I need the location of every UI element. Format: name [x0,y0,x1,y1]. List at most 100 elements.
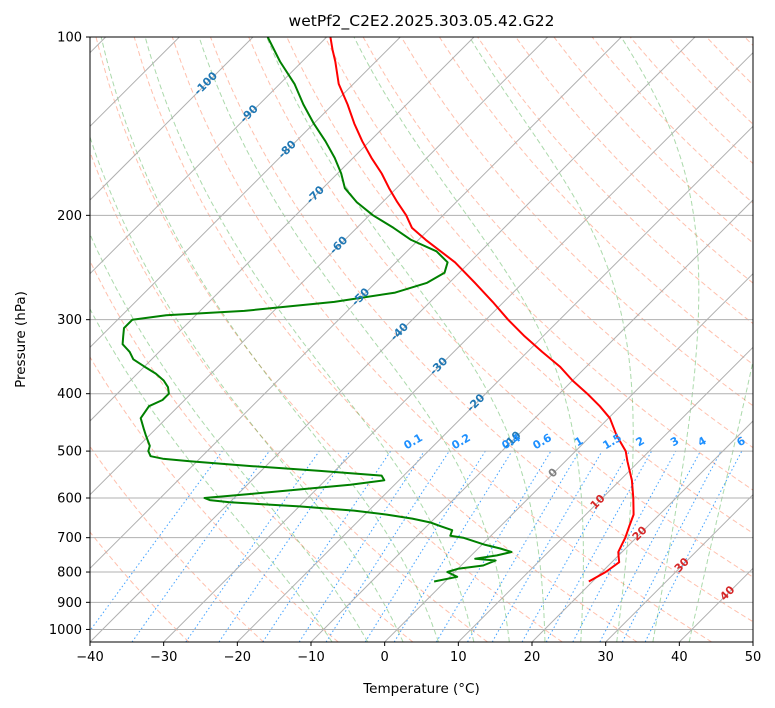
mixing-ratio-label: 0.1 [402,431,425,452]
isotherm-line [457,346,753,642]
mixing-ratio-label: 3 [668,434,681,449]
isotherm-line [90,37,696,642]
isotherm-line [678,567,753,642]
isotherm-line [90,37,622,570]
mixing-ratio-labels: 0.10.20.40.611.52346810131620253036 [402,431,775,452]
mixing-ratio-line [621,450,722,642]
isotherm-line [310,199,753,642]
x-tick-label: 0 [381,650,389,665]
x-tick-label: 50 [745,650,762,665]
isotherms [90,37,753,642]
mixing-ratio-lines [90,450,743,642]
x-axis-label: Temperature (°C) [362,681,480,697]
mixing-ratio-line [218,450,351,642]
y-tick-label: 500 [57,445,82,460]
moist-adiabat-line [90,232,369,642]
dewpoint-line [121,37,513,583]
mixing-ratio-label: 1.5 [600,431,623,452]
y-tick-label: 300 [57,313,82,328]
y-tick-label: 1000 [49,623,82,638]
isotherm-line [90,37,328,275]
x-tick-label: 40 [671,650,688,665]
y-tick-label: 800 [57,566,82,581]
x-tick-label: −10 [297,650,324,665]
x-tick-label: −20 [224,650,251,665]
chart-title: wetPf2_C2E2.2025.303.05.42.G22 [289,12,555,31]
isotherm-label: 40 [717,583,737,603]
isotherm-line [236,125,753,642]
sounding-series [121,37,635,583]
dry-adiabat-line [362,37,753,449]
isotherm-line [90,37,254,201]
mixing-ratio-line [572,450,677,642]
mixing-ratio-line [545,450,653,642]
moist-adiabat-line [353,37,584,642]
y-tick-label: 100 [57,31,82,46]
mixing-ratio-line [325,450,450,642]
moist-adiabat-line [469,37,634,642]
x-axis-ticks: −40 −30 −20 −10 0 10 20 30 40 50 [76,642,761,665]
dry-adiabat-line [668,37,753,125]
dry-adiabat-line [324,37,753,491]
isotherm-line [752,641,753,642]
dry-adiabat-line [90,259,414,642]
moist-adiabat-line [620,37,700,642]
moist-adiabat-line [688,358,753,642]
mixing-ratio-line [521,450,630,642]
isotherm-label: 20 [630,523,650,543]
dry-adiabat-line [210,37,753,623]
temperature-line [329,37,635,583]
isotherm-line [163,51,753,642]
mixing-ratio-label: 6 [734,434,747,449]
mixing-ratio-line [90,450,223,632]
dry-adiabat-line [90,445,264,642]
dry-adiabat-line [248,37,753,578]
isotherm-label: -70 [304,183,327,206]
isotherm-line [90,37,475,422]
moist-adiabat-line [100,37,439,642]
dry-adiabat-line [744,37,753,47]
pressure-gridlines [90,37,753,630]
y-tick-label: 400 [57,387,82,402]
mixing-ratio-line [393,450,513,642]
dry-adiabat-line [90,531,190,642]
mixing-ratio-label: 2 [634,434,647,449]
x-tick-label: 30 [597,650,614,665]
x-tick-label: −40 [76,650,103,665]
moist-adiabat-line [90,308,333,642]
dry-adiabat-line [706,37,753,86]
mixing-ratio-label: 8 [762,434,775,449]
isotherm-line [531,420,753,642]
isotherm-line [90,37,549,496]
y-axis-ticks: 100 200 300 400 500 600 700 800 900 1000 [49,31,90,638]
mixing-ratio-label: 1 [572,434,585,449]
moist-adiabat-line [266,37,546,642]
dry-adiabat-line [95,37,563,642]
x-tick-label: 10 [450,650,467,665]
dry-adiabat-line [438,37,753,366]
dry-adiabats [90,37,753,642]
y-axis-label: Pressure (hPa) [13,291,29,388]
moist-adiabat-line [144,37,475,642]
dry-adiabat-line [553,37,753,244]
dry-adiabat-line [171,37,712,642]
mixing-ratio-line [298,450,425,642]
dry-adiabat-line [477,37,753,325]
dry-adiabat-line [515,37,753,284]
moist-adiabats [90,37,753,642]
moist-adiabat-line [90,135,404,642]
plot-area: -100-90-80-70-60-50-40-30-20-10010203040… [90,37,775,642]
y-tick-label: 900 [57,596,82,611]
isotherm-line [384,272,753,642]
moist-adiabat-line [198,37,510,642]
isotherm-line [605,493,753,642]
dry-adiabat-line [90,150,488,642]
mixing-ratio-label: 4 [695,434,708,449]
mixing-ratio-line [131,450,270,642]
y-tick-label: 600 [57,492,82,507]
mixing-ratio-line [262,450,392,642]
x-tick-label: 20 [524,650,541,665]
mixing-ratio-line [644,450,743,642]
